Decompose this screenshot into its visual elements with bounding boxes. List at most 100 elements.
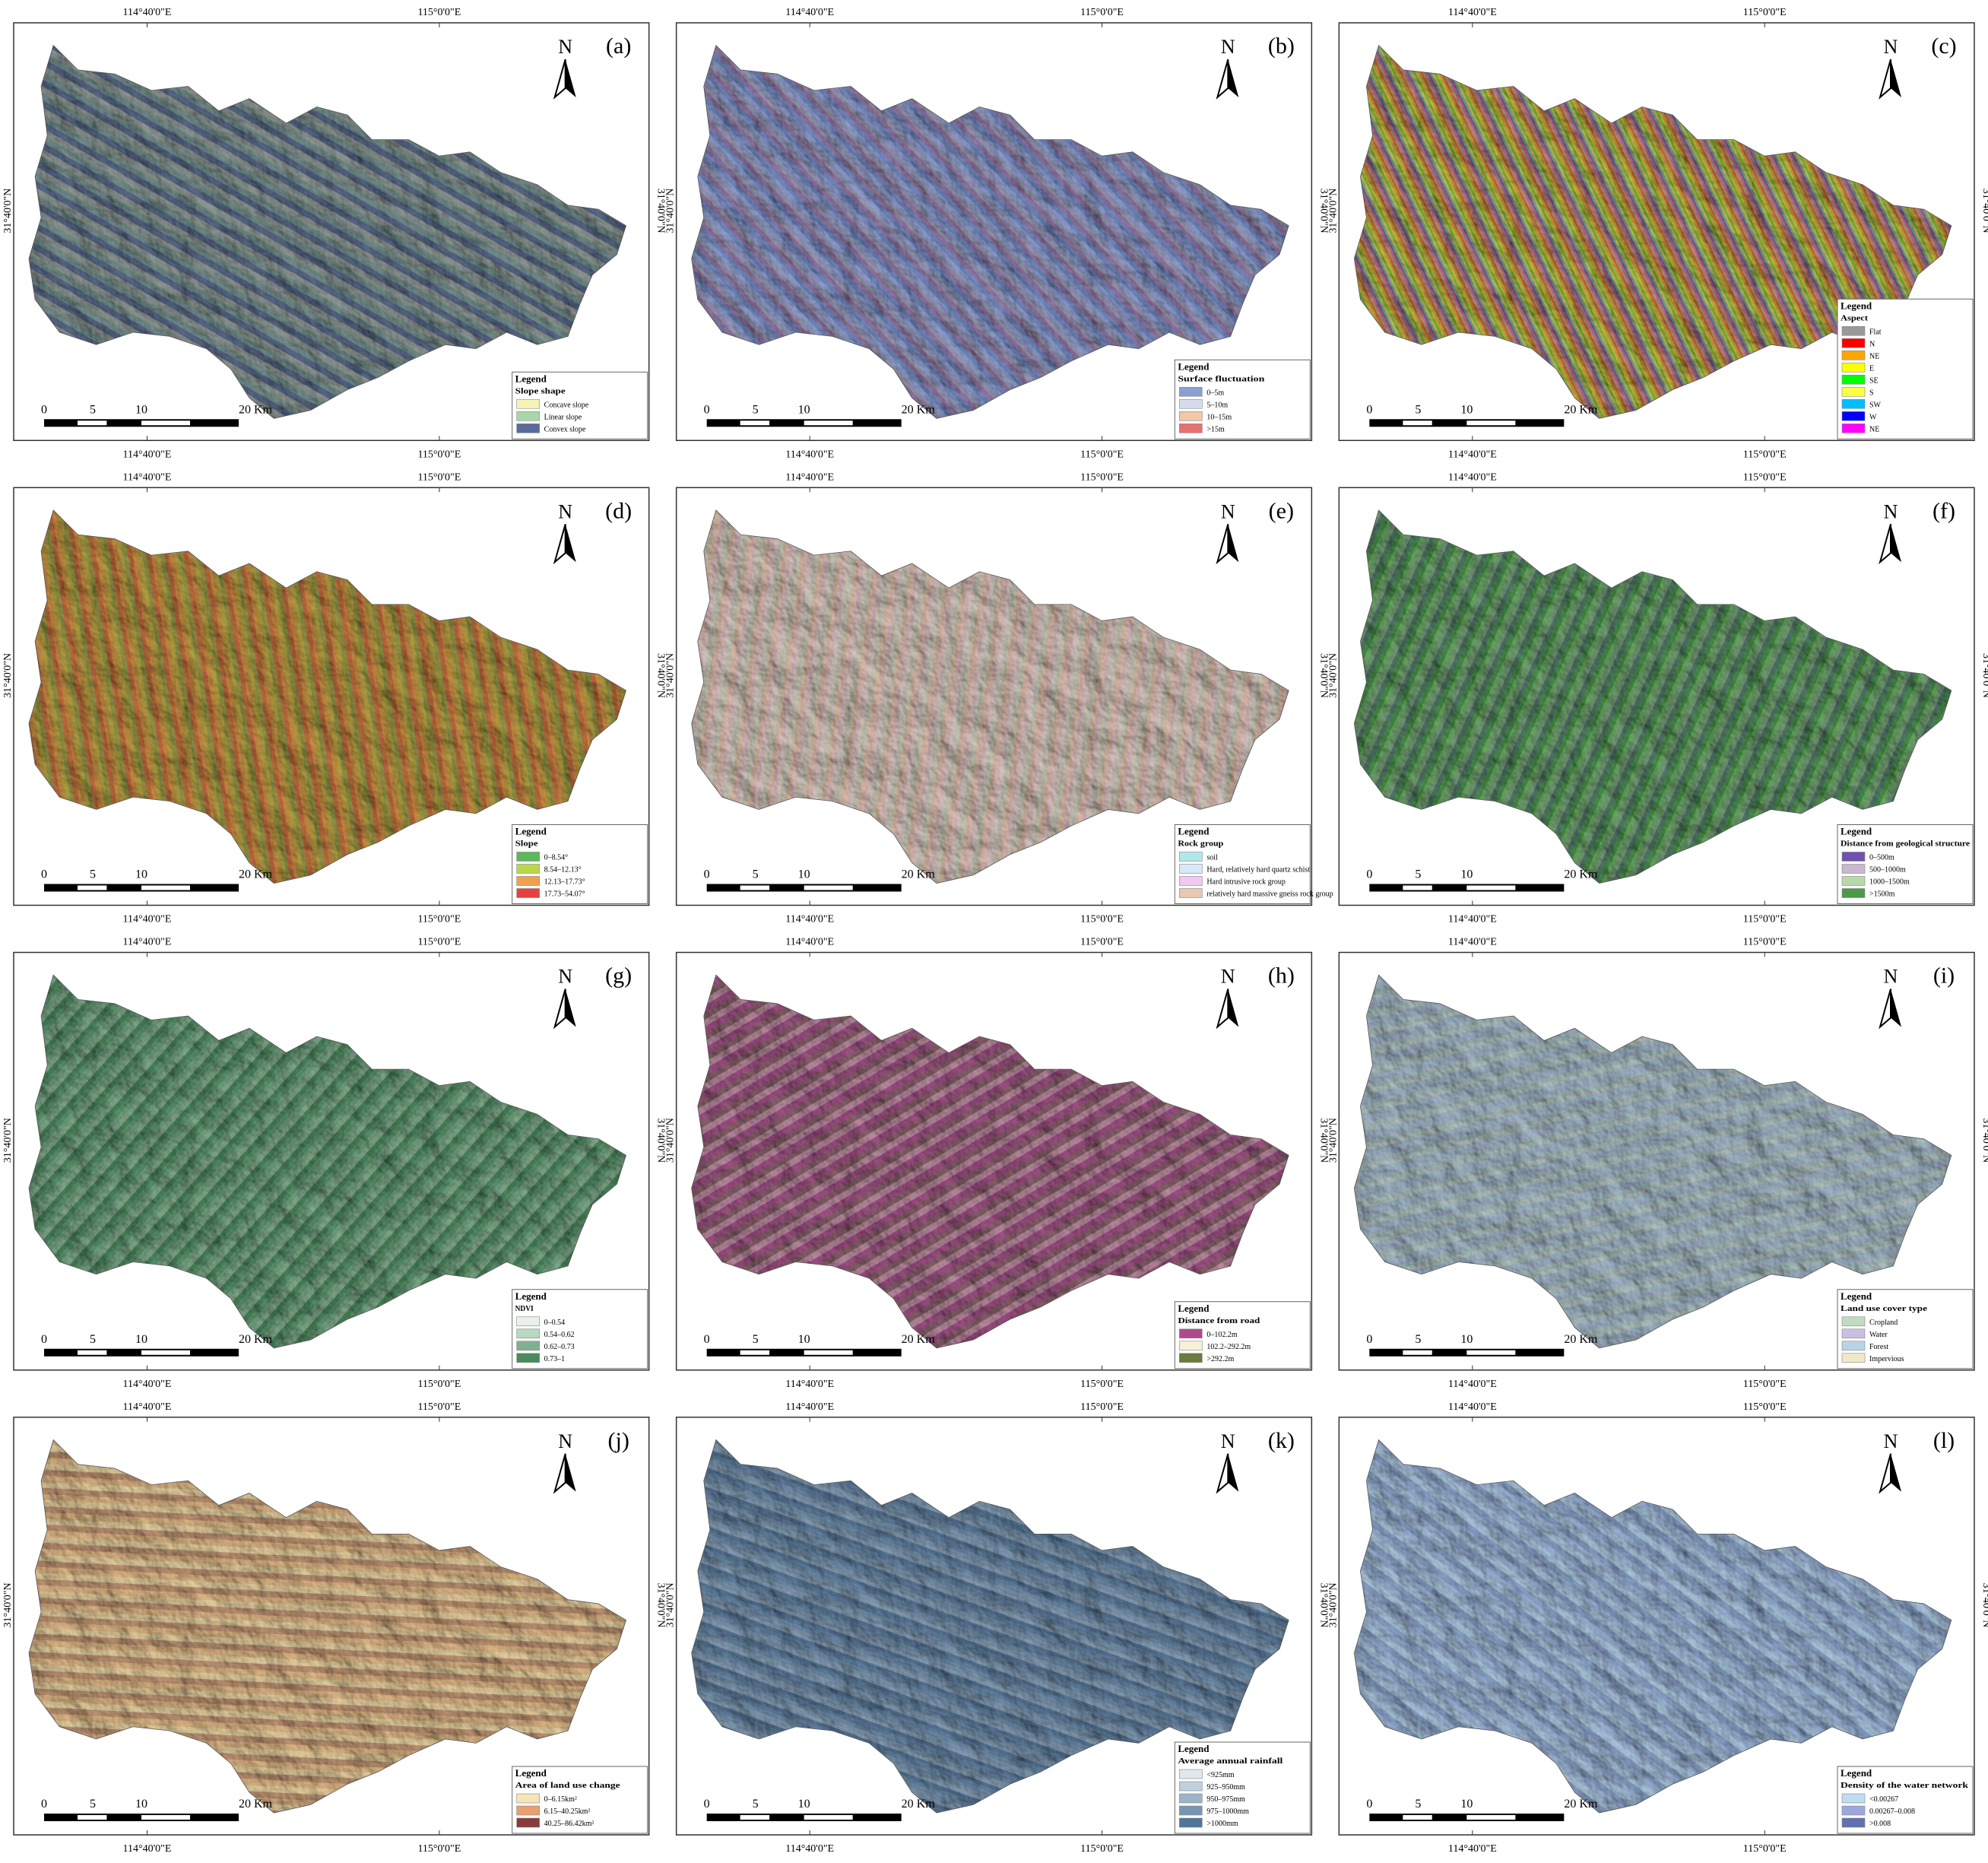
scale-label: 0	[1366, 1798, 1372, 1811]
legend-item-label: SE	[1869, 376, 1879, 385]
longitude-label: 114°40'0"E	[123, 937, 172, 948]
latitude-label: 31°40'0"N	[665, 189, 677, 233]
panel-label: (e)	[1269, 498, 1294, 523]
legend-swatch	[1841, 1817, 1866, 1828]
scale-label: 10	[798, 1798, 810, 1811]
scale-label: 20 Km	[902, 1333, 936, 1346]
legend-item-label: 500–1000m	[1869, 866, 1906, 874]
panel-label: (k)	[1268, 1428, 1295, 1453]
study-area-texture	[691, 975, 1289, 1348]
legend-item-label: 6.15–40.25km²	[544, 1807, 591, 1816]
legend-item-label: Convex slope	[544, 425, 586, 433]
map-panel: 114°40'0"E 114°40'0"E 115°0'0"E 115°0'0"E 31…	[2, 471, 667, 925]
legend-item-label: N	[1869, 340, 1875, 348]
legend-item-label: Linear slope	[544, 413, 582, 421]
legend-swatch	[1841, 398, 1866, 409]
longitude-label: 114°40'0"E	[1448, 449, 1497, 460]
longitude-label: 115°0'0"E	[1743, 1379, 1787, 1390]
map-area	[29, 45, 626, 419]
panel-label: (j)	[608, 1428, 629, 1453]
legend-item-label: 10–15m	[1206, 413, 1232, 421]
north-arrow	[1228, 524, 1239, 563]
north-arrow	[565, 1453, 576, 1492]
scale-bar-segment	[1466, 885, 1516, 890]
legend-title: Average annual rainfall	[1178, 1757, 1283, 1766]
north-label: N	[1884, 1430, 1898, 1452]
scale-label: 20 Km	[902, 868, 936, 881]
legend-item-label: <0.00267	[1869, 1795, 1898, 1804]
legend-swatch	[1179, 852, 1203, 862]
legend-heading: Legend	[515, 373, 547, 384]
legend-swatch	[1841, 423, 1866, 433]
scale-label: 20 Km	[1564, 403, 1598, 416]
longitude-label: 114°40'0"E	[785, 914, 834, 925]
legend-swatch	[1841, 1341, 1866, 1351]
north-arrow	[565, 524, 576, 563]
legend-swatch	[1179, 1353, 1203, 1363]
legend-swatch	[1841, 362, 1866, 373]
legend-swatch	[1179, 1769, 1203, 1779]
legend-heading: Legend	[1841, 300, 1872, 311]
scale-bar-segment	[141, 1350, 190, 1355]
legend-item-label: 950–975mm	[1206, 1795, 1245, 1804]
map-area	[691, 1439, 1289, 1814]
longitude-label: 115°0'0"E	[1743, 449, 1787, 460]
scale-label: 5	[1415, 403, 1421, 416]
latitude-label: 31°40'0"N	[1317, 653, 1329, 698]
legend-swatch	[1179, 1781, 1203, 1792]
map-area	[29, 975, 626, 1348]
legend-swatch	[1841, 852, 1866, 862]
study-area-texture	[29, 975, 626, 1348]
map-panel: 114°40'0"E 114°40'0"E 115°0'0"E 115°0'0"E 31…	[665, 937, 1330, 1390]
scale-bar-segment	[740, 1815, 770, 1820]
legend-item-label: 12.13–17.73°	[544, 878, 585, 887]
scale-bar-segment	[1403, 1815, 1432, 1820]
scale-label: 20 Km	[239, 1798, 273, 1811]
legend-swatch	[516, 876, 540, 886]
longitude-label: 115°0'0"E	[417, 1401, 461, 1413]
legend-item-label: soil	[1206, 854, 1218, 862]
scale-label: 20 Km	[1564, 1333, 1598, 1346]
scale-bar-segment	[804, 885, 853, 890]
legend-title: Slope shape	[515, 386, 566, 395]
legend-item-label: NE	[1869, 352, 1879, 360]
legend-item-label: <925mm	[1206, 1771, 1234, 1779]
longitude-label: 114°40'0"E	[1448, 1379, 1497, 1390]
scale-label: 10	[798, 868, 810, 881]
legend-swatch	[1179, 1793, 1203, 1804]
legend-title: Distance from geological structure	[1841, 839, 1970, 849]
longitude-label: 115°0'0"E	[1743, 937, 1787, 948]
study-area-outline	[1353, 1439, 1952, 1814]
legend-item-label: >1000mm	[1206, 1820, 1238, 1828]
legend-item-label: 0.00267–0.008	[1869, 1807, 1915, 1816]
legend-item-label: 925–950mm	[1206, 1783, 1245, 1792]
scale-label: 5	[90, 403, 96, 416]
map-area	[1354, 1439, 1952, 1814]
study-area-outline	[1353, 974, 1952, 1349]
latitude-label: 31°40'0"N	[2, 1582, 14, 1627]
legend-swatch	[1841, 325, 1866, 336]
longitude-label: 114°40'0"E	[785, 7, 834, 18]
longitude-label: 115°0'0"E	[1080, 1843, 1124, 1855]
panel-label: (a)	[606, 33, 631, 59]
scale-bar-segment	[804, 1350, 853, 1355]
panel-label: (b)	[1268, 33, 1295, 59]
study-area-texture	[29, 509, 626, 884]
legend-swatch	[1179, 386, 1203, 397]
scale-label: 0	[41, 403, 47, 416]
north-label: N	[1884, 36, 1898, 58]
scale-bar-segment	[141, 1815, 190, 1820]
longitude-label: 114°40'0"E	[785, 1401, 834, 1413]
north-label: N	[1884, 966, 1898, 988]
legend-item-label: Flat	[1869, 328, 1882, 336]
legend-swatch	[1179, 411, 1203, 421]
legend-item-label: E	[1869, 364, 1874, 373]
latitude-label: 31°40'0"N	[2, 189, 14, 233]
latitude-label: 31°40'0"N	[2, 653, 14, 698]
scale-label: 10	[1460, 1333, 1473, 1346]
legend-swatch	[1841, 1353, 1866, 1363]
study-area-texture	[29, 45, 626, 419]
north-label: N	[558, 500, 572, 522]
longitude-label: 114°40'0"E	[785, 1843, 834, 1855]
scale-label: 10	[1460, 1798, 1473, 1811]
